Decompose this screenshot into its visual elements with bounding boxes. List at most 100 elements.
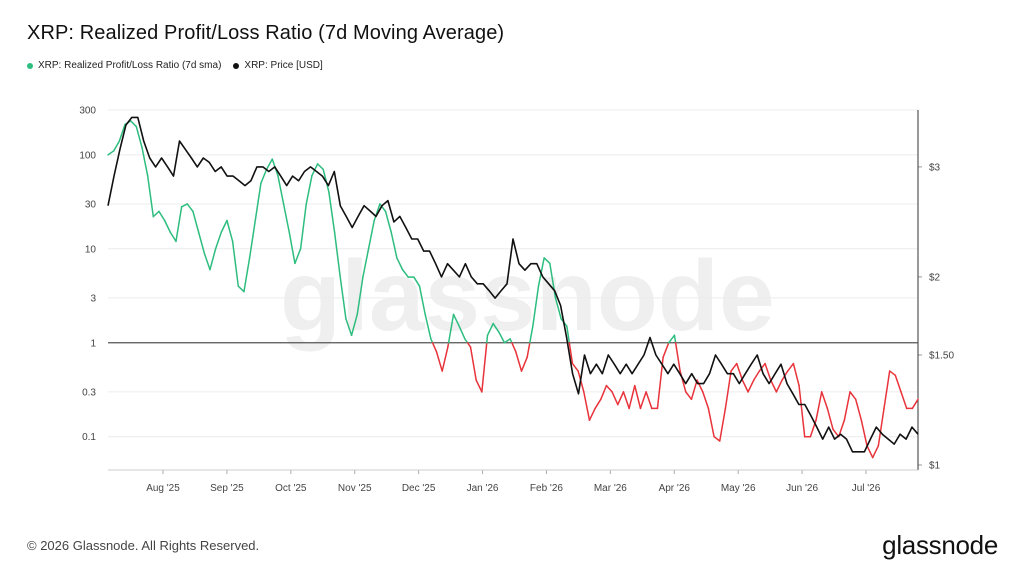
ratio-segment [583,391,591,421]
ratio-segment [605,384,613,393]
ratio-segment [243,257,251,293]
ratio-segment [815,391,823,421]
left-tick-label: 0.3 [82,387,96,398]
ratio-segment [866,445,874,459]
ratio-segment [532,285,540,327]
watermark: glassnode [280,240,775,352]
ratio-segment [452,313,460,327]
ratio-segment [350,313,358,337]
legend-dot-profit-loss [27,62,33,69]
ratio-segment [568,342,574,365]
ratio-segment [764,362,772,381]
ratio-segment [424,313,432,340]
ratio-segment [492,322,500,333]
left-tick-label: 30 [85,199,97,210]
right-axis-ticks: $1 $1.50 $2 $3 [918,162,954,472]
ratio-segment [464,338,469,344]
ratio-segment [373,203,381,222]
ratio-segment [316,163,324,171]
x-tick-label: Sep '25 [210,483,244,494]
ratio-segment [362,248,370,278]
ratio-segment [543,257,551,265]
ratio-segment [617,391,625,406]
ratio-segment [214,231,223,250]
ratio-segment [435,351,443,372]
ratio-segment [554,297,562,320]
ratio-segment [277,174,285,205]
ratio-segment [786,362,795,372]
ratio-segment [894,374,902,393]
ratio-segment [118,123,126,142]
ratio-segment [820,391,829,410]
x-tick-label: May '26 [721,483,756,494]
ratio-segment [486,334,489,344]
ratio-segment [447,313,455,344]
ratio-segment [526,342,531,359]
ratio-segment [668,334,676,344]
ratio-segment [713,435,721,442]
x-tick-label: Oct '25 [275,483,307,494]
ratio-segment [690,379,698,401]
left-tick-label: 10 [85,244,97,255]
brand-logo[interactable]: glassnode [882,530,998,560]
legend-item-price[interactable]: XRP: Price [USD] [233,60,323,71]
ratio-segment [384,210,392,233]
x-tick-label: Aug '25 [146,483,180,494]
x-tick-label: Feb '26 [530,483,563,494]
ratio-segment [571,362,579,372]
ratio-segment [798,384,806,438]
ratio-series [107,120,919,459]
x-tick-label: Dec '25 [402,483,436,494]
ratio-segment [112,140,121,152]
ratio-segment [588,407,596,421]
ratio-segment [135,125,143,149]
ratio-segment [146,174,155,218]
ratio-segment [702,391,710,410]
ratio-segment [390,231,398,259]
ratio-segment [328,191,336,233]
ratio-segment [231,240,240,287]
ratio-segment [611,391,619,406]
ratio-segment [367,219,375,250]
ratio-segment [175,206,183,243]
ratio-segment [752,370,761,381]
ratio-segment [469,346,477,381]
ratio-segment [254,182,262,222]
ratio-segment [418,285,426,316]
ratio-segment [520,356,528,372]
ratio-segment [431,342,438,353]
ratio-segment [529,325,534,344]
ratio-segment [299,203,308,250]
ratio-segment [628,384,636,410]
ratio-segment [305,174,313,205]
legend-label-profit-loss: XRP: Realized Profit/Loss Ratio (7d sma) [38,60,222,71]
ratio-segment [832,428,840,438]
ratio-segment [622,391,630,410]
ratio-segment [503,338,511,344]
ratio-segment [673,334,677,344]
ratio-segment [775,379,783,393]
ratio-segment [674,342,681,372]
ratio-segment [634,384,642,410]
ratio-segment [883,370,891,410]
ratio-segment [260,168,268,184]
ratio-segment [107,150,115,156]
right-tick-label: $1 [929,461,941,472]
ratio-segment [849,391,857,401]
ratio-segment [475,379,483,393]
left-tick-label: 0.1 [82,432,96,443]
ratio-segment [129,120,138,128]
ratio-segment [735,362,744,381]
ratio-segment [294,248,302,265]
ratio-segment [186,203,194,213]
ratio-segment [843,391,851,421]
x-tick-label: Jul '26 [852,483,881,494]
legend-item-profit-loss[interactable]: XRP: Realized Profit/Loss Ratio (7d sma) [27,60,221,71]
ratio-segment [401,268,409,278]
ratio-segment [871,445,880,459]
ratio-segment [854,398,863,421]
ratio-segment [730,362,738,372]
ratio-segment [413,276,421,287]
ratio-segment [288,231,296,265]
left-tick-label: 3 [90,293,96,304]
